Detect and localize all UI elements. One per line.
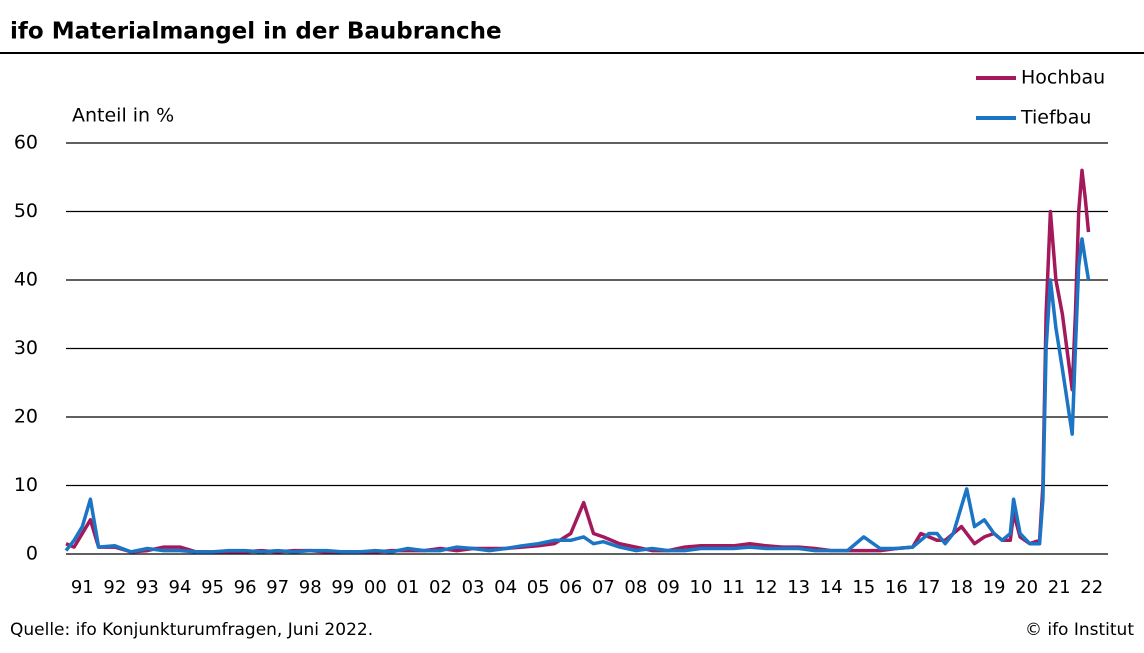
x-tick-label: 98	[299, 577, 322, 598]
y-axis-label: Anteil in %	[72, 105, 174, 127]
y-tick-label: 50	[14, 200, 38, 222]
x-tick-label: 97	[266, 577, 289, 598]
y-tick-label: 30	[14, 337, 38, 359]
x-tick-label: 07	[592, 577, 615, 598]
x-tick-label: 21	[1048, 577, 1071, 598]
x-tick-label: 03	[462, 577, 485, 598]
y-tick-label: 0	[26, 543, 38, 565]
x-tick-label: 99	[331, 577, 354, 598]
x-tick-label: 01	[396, 577, 419, 598]
x-tick-label: 19	[983, 577, 1006, 598]
x-tick-label: 15	[852, 577, 875, 598]
x-tick-label: 94	[169, 577, 192, 598]
x-tick-label: 06	[559, 577, 582, 598]
x-tick-label: 08	[624, 577, 647, 598]
legend-label: Tiefbau	[1020, 107, 1091, 129]
x-tick-label: 96	[234, 577, 257, 598]
x-tick-label: 93	[136, 577, 159, 598]
x-tick-label: 91	[71, 577, 94, 598]
x-tick-label: 13	[787, 577, 810, 598]
legend-label: Hochbau	[1021, 67, 1105, 89]
x-tick-label: 16	[885, 577, 908, 598]
chart-title: ifo Materialmangel in der Baubranche	[10, 19, 502, 45]
source-note: Quelle: ifo Konjunkturumfragen, Juni 202…	[10, 620, 373, 640]
line-series	[65, 168, 1091, 554]
y-tick-label: 60	[14, 132, 38, 154]
line-series	[64, 237, 1091, 554]
x-tick-label: 17	[917, 577, 940, 598]
x-tick-label: 12	[755, 577, 778, 598]
x-tick-label: 05	[527, 577, 550, 598]
x-tick-label: 14	[820, 577, 843, 598]
x-tick-label: 95	[201, 577, 224, 598]
x-tick-label: 00	[364, 577, 387, 598]
x-tick-label: 18	[950, 577, 973, 598]
x-tick-label: 92	[103, 577, 126, 598]
x-tick-label: 10	[690, 577, 713, 598]
y-tick-label: 10	[14, 474, 38, 496]
x-tick-label: 22	[1080, 577, 1103, 598]
x-tick-label: 20	[1015, 577, 1038, 598]
x-tick-label: 09	[657, 577, 680, 598]
y-tick-label: 20	[14, 406, 38, 428]
y-tick-label: 40	[14, 269, 38, 291]
x-tick-label: 02	[429, 577, 452, 598]
x-tick-label: 11	[722, 577, 745, 598]
x-tick-label: 04	[494, 577, 517, 598]
copyright: © ifo Institut	[1025, 620, 1134, 640]
